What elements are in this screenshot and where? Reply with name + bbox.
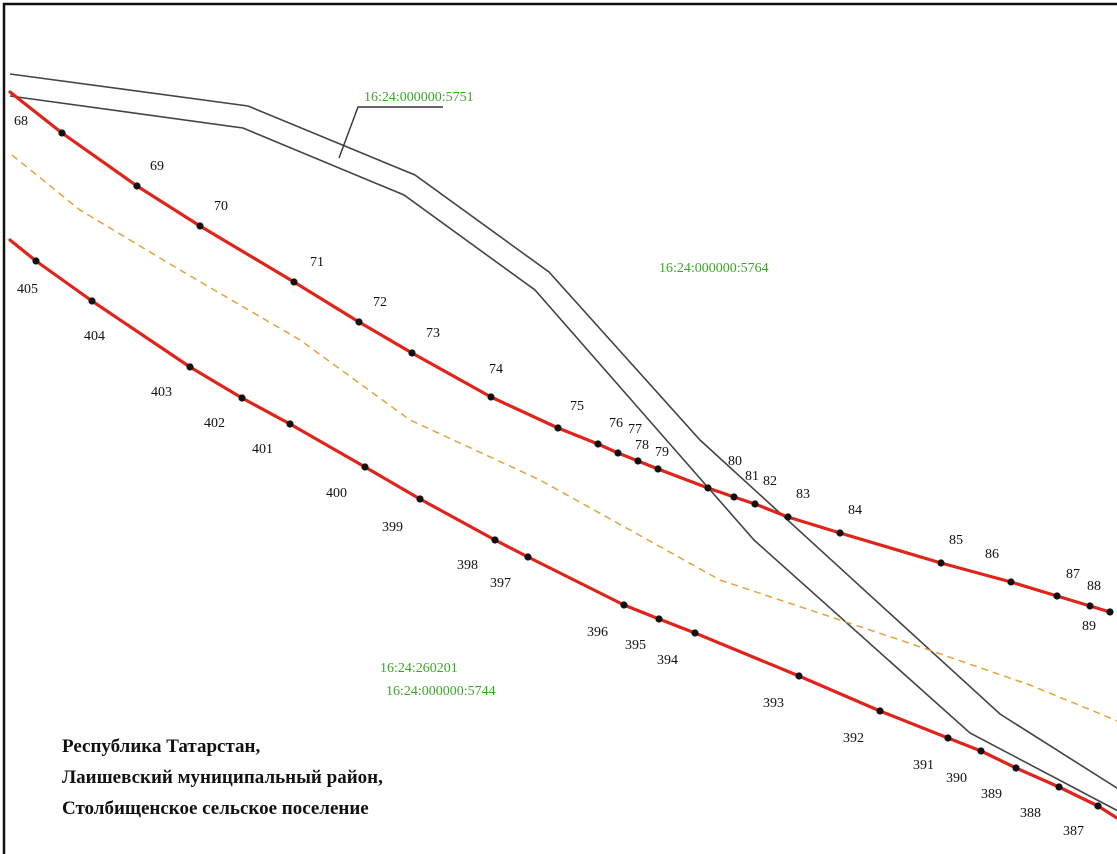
lower-point-label-404: 404 xyxy=(84,329,105,344)
lower-point-label-399: 399 xyxy=(382,520,403,535)
lower-point-marker-391 xyxy=(944,734,952,742)
upper-point-label-88: 88 xyxy=(1087,579,1101,594)
upper-point-label-83: 83 xyxy=(796,487,810,502)
lower-point-marker-390 xyxy=(977,747,985,755)
lower-point-marker-399 xyxy=(416,495,424,503)
upper-point-marker-81 xyxy=(730,493,738,501)
lower-point-label-398: 398 xyxy=(457,558,478,573)
upper-point-marker-87 xyxy=(1053,592,1061,600)
lower-boundary-points: 405 404 403 402 401 400 399 398 397 396 395 394 393 3… xyxy=(17,257,1102,839)
lower-point-marker-396 xyxy=(620,601,628,609)
upper-point-label-74: 74 xyxy=(489,362,503,377)
upper-point-label-79: 79 xyxy=(655,445,669,460)
upper-point-label-82: 82 xyxy=(763,474,777,489)
upper-point-label-84: 84 xyxy=(848,503,862,518)
cadastral-label-5744: 16:24:000000:5744 xyxy=(386,684,496,699)
upper-point-marker-77 xyxy=(614,449,622,457)
upper-point-label-69: 69 xyxy=(150,159,164,174)
lower-point-label-401: 401 xyxy=(252,442,273,457)
lower-point-label-388: 388 xyxy=(1020,806,1041,821)
lower-point-marker-397 xyxy=(524,553,532,561)
upper-point-label-86: 86 xyxy=(985,547,999,562)
lower-point-marker-395 xyxy=(655,615,663,623)
upper-point-label-80: 80 xyxy=(728,454,742,469)
upper-point-marker-82 xyxy=(751,500,759,508)
lower-point-label-405: 405 xyxy=(17,282,38,297)
parcel-5751-outline-lower xyxy=(9,95,1117,812)
upper-point-marker-72 xyxy=(355,318,363,326)
upper-boundary-line xyxy=(8,90,1112,614)
upper-point-marker-76 xyxy=(594,440,602,448)
region-caption: Республика Татарстан, Лаишевский муницип… xyxy=(62,731,383,824)
upper-point-label-87: 87 xyxy=(1066,567,1080,582)
parcel-5751-outline-upper xyxy=(9,73,1117,790)
upper-point-label-71: 71 xyxy=(310,255,324,270)
lower-point-label-387: 387 xyxy=(1063,824,1084,839)
lower-point-marker-398 xyxy=(491,536,499,544)
lower-point-marker-404 xyxy=(88,297,96,305)
upper-point-label-75: 75 xyxy=(570,399,584,414)
upper-point-marker-71 xyxy=(290,278,298,286)
upper-point-label-85: 85 xyxy=(949,533,963,548)
lower-point-label-391: 391 xyxy=(913,758,934,773)
lower-point-label-400: 400 xyxy=(326,486,347,501)
upper-point-label-76: 76 xyxy=(609,416,623,431)
upper-point-marker-88 xyxy=(1086,602,1094,610)
cadastral-label-5764: 16:24:000000:5764 xyxy=(659,261,769,276)
lower-point-marker-403 xyxy=(186,363,194,371)
upper-point-marker-89 xyxy=(1106,608,1114,616)
lower-point-label-397: 397 xyxy=(490,576,511,591)
upper-point-marker-68 xyxy=(58,129,66,137)
lower-point-marker-387 xyxy=(1094,802,1102,810)
lower-point-marker-394 xyxy=(691,629,699,637)
lower-point-label-395: 395 xyxy=(625,638,646,653)
lower-point-label-393: 393 xyxy=(763,696,784,711)
lower-point-marker-389 xyxy=(1012,764,1020,772)
cadastral-label-5751: 16:24:000000:5751 xyxy=(364,90,474,105)
lower-point-marker-405 xyxy=(32,257,40,265)
lower-point-marker-400 xyxy=(361,463,369,471)
lower-point-marker-402 xyxy=(238,394,246,402)
upper-point-marker-84 xyxy=(836,529,844,537)
upper-point-label-77: 77 xyxy=(628,422,642,437)
lower-point-label-403: 403 xyxy=(151,385,172,400)
upper-point-marker-75 xyxy=(554,424,562,432)
upper-point-label-70: 70 xyxy=(214,199,228,214)
upper-point-marker-70 xyxy=(196,222,204,230)
region-line-republic: Республика Татарстан, xyxy=(62,736,261,757)
lower-point-marker-388 xyxy=(1055,783,1063,791)
upper-point-label-72: 72 xyxy=(373,295,387,310)
upper-point-marker-69 xyxy=(133,182,141,190)
upper-point-marker-85 xyxy=(937,559,945,567)
upper-point-marker-79 xyxy=(654,465,662,473)
upper-point-marker-73 xyxy=(408,349,416,357)
dashed-boundary-line xyxy=(11,154,1117,722)
upper-point-label-73: 73 xyxy=(426,326,440,341)
lower-point-label-396: 396 xyxy=(587,625,608,640)
upper-point-label-81: 81 xyxy=(745,469,759,484)
lower-point-label-394: 394 xyxy=(657,653,678,668)
lower-point-marker-401 xyxy=(286,420,294,428)
upper-point-marker-74 xyxy=(487,393,495,401)
upper-point-marker-78 xyxy=(634,457,642,465)
upper-point-label-68: 68 xyxy=(14,114,28,129)
lower-point-marker-393 xyxy=(795,672,803,680)
upper-point-marker-86 xyxy=(1007,578,1015,586)
lower-point-label-392: 392 xyxy=(843,731,864,746)
lower-point-marker-392 xyxy=(876,707,884,715)
parcel-5751-leader xyxy=(338,106,443,159)
lower-point-label-390: 390 xyxy=(946,771,967,786)
lower-point-label-402: 402 xyxy=(204,416,225,431)
upper-point-marker-80 xyxy=(704,484,712,492)
upper-point-marker-83 xyxy=(784,513,792,521)
region-line-district: Лаишевский муниципальный район, xyxy=(62,767,383,788)
region-line-settlement: Столбищенское сельское поселение xyxy=(62,798,369,819)
upper-point-label-89: 89 xyxy=(1082,619,1096,634)
cadastral-label-quarter: 16:24:260201 xyxy=(380,661,458,676)
upper-point-label-78: 78 xyxy=(635,438,649,453)
lower-point-label-389: 389 xyxy=(981,787,1002,802)
